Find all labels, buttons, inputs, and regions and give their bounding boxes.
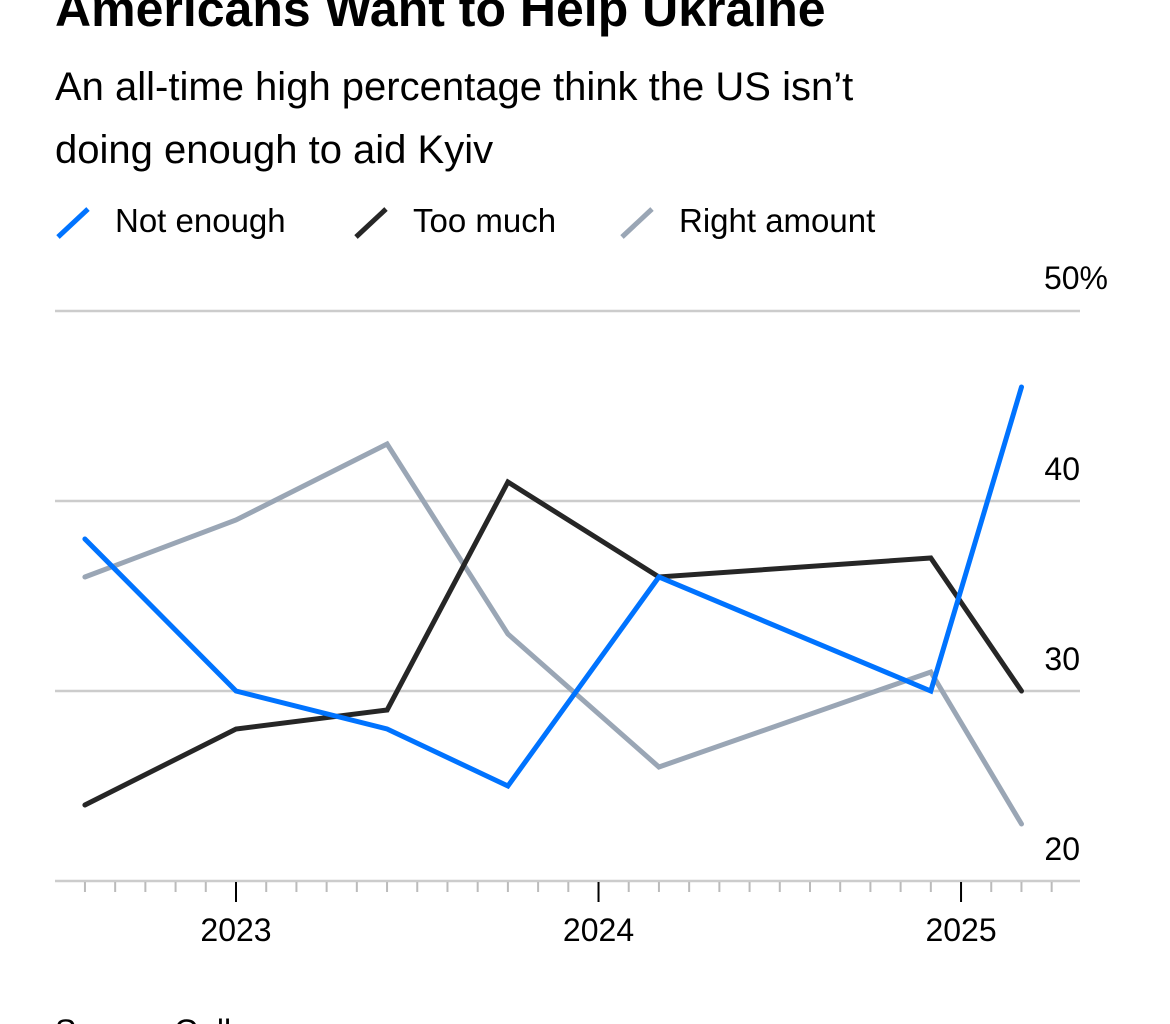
series-line-not-enough [82,384,1024,790]
x-tick-label: 2025 [925,912,996,948]
chart-subtitle-line-2: doing enough to aid Kyiv [55,128,493,172]
legend-label: Too much [413,202,556,239]
legend: Not enough Too much Right amount [56,202,875,239]
series-lines [82,384,1024,827]
gridlines: 50% 40 30 20 [55,260,1108,867]
legend-label: Not enough [115,202,286,239]
series-line-too-much [82,478,1024,808]
legend-label: Right amount [679,202,875,239]
x-tick-label: 2024 [563,912,634,948]
chart-subtitle-line-1: An all-time high percentage think the US… [55,65,853,109]
y-tick-label: 30 [1044,641,1080,677]
legend-swatch [620,207,654,239]
y-tick-label: 40 [1044,451,1080,487]
source-note: Source: Gallup [55,1013,267,1024]
x-tick-label: 2023 [200,912,271,948]
chart-title: Americans Want to Help Ukraine [55,0,826,37]
y-tick-label: 50% [1044,260,1108,296]
legend-swatch [56,207,90,239]
x-axis: 2023 2024 2025 [55,879,1080,948]
legend-swatch [354,207,388,239]
y-tick-label: 20 [1044,831,1080,867]
series-line-right-amount [82,440,1024,827]
